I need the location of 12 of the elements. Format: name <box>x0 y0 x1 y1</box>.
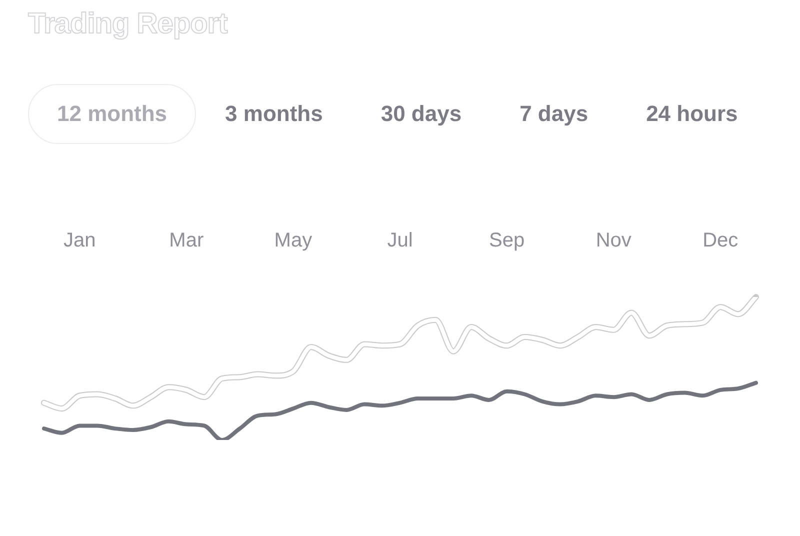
text: 3 months <box>196 84 352 144</box>
x-tick-label: Jan <box>63 230 96 252</box>
x-tick-label: Dec <box>702 230 738 252</box>
x-tick-label: Nov <box>596 230 632 252</box>
x-tick-label: May <box>274 230 312 252</box>
text: 24 hours <box>617 84 767 144</box>
x-tick-label: Jul <box>387 230 413 252</box>
text: 7 days <box>490 84 618 144</box>
text: 12 months <box>28 84 196 144</box>
text: 30 days <box>352 84 491 144</box>
x-tick-label: Sep <box>489 230 525 252</box>
x-tick-label: Mar <box>169 230 204 252</box>
